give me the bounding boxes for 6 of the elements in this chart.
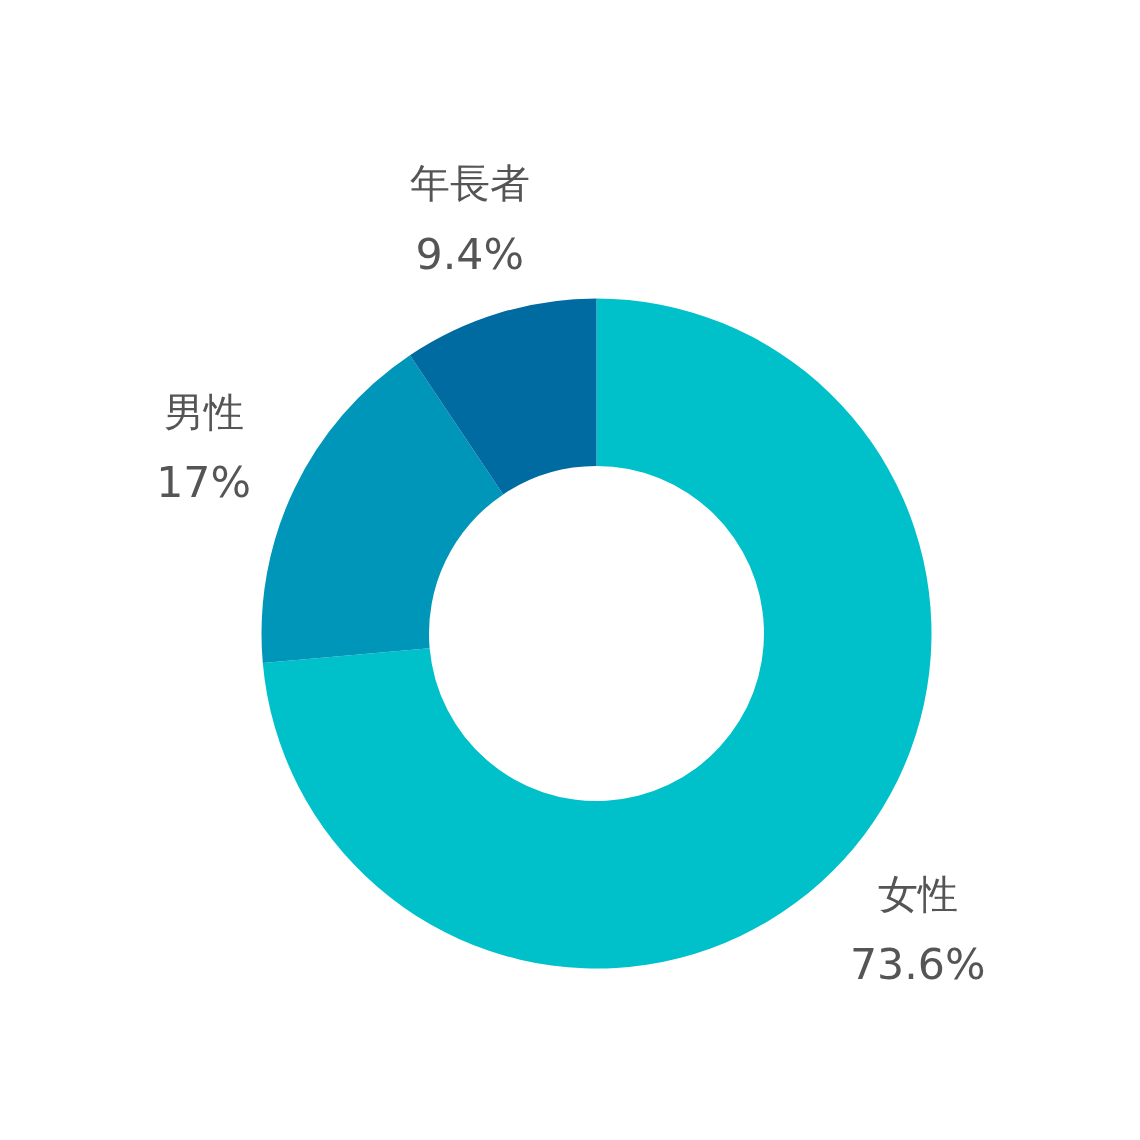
slice-label: 男性 (163, 389, 244, 436)
slice-label: 年長者 (409, 160, 530, 207)
data-label: 9.4% (415, 228, 524, 279)
data-label: 17% (156, 457, 252, 508)
slice-label: 女性 (877, 871, 958, 918)
data-label: 73.6% (849, 939, 986, 990)
